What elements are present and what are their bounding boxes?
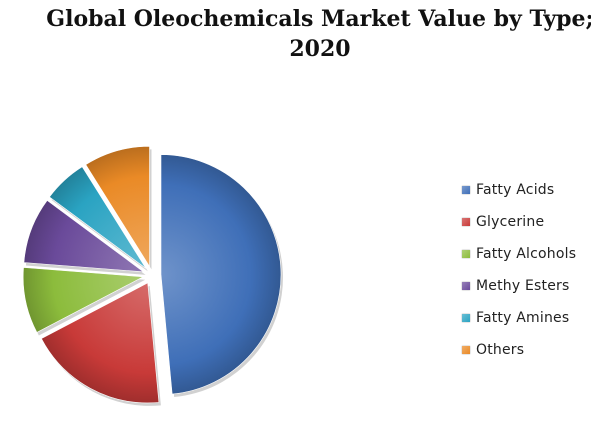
legend-swatch [462, 346, 470, 354]
legend-label: Fatty Amines [476, 310, 570, 326]
legend-label: Fatty Alcohols [476, 246, 577, 262]
legend-item: Glycerine [462, 206, 576, 238]
chart-title: Global Oleochemicals Market Value by Typ… [46, 6, 591, 62]
legend-swatch [462, 314, 470, 322]
legend-item: Fatty Amines [462, 302, 576, 334]
legend-item: Fatty Alcohols [462, 238, 576, 270]
pie-slice-glycerine [40, 282, 160, 404]
legend: Fatty Acids Glycerine Fatty Alcohols Methy … [462, 174, 576, 366]
legend-item: Fatty Acids [462, 174, 576, 206]
legend-item: Others [462, 334, 576, 366]
legend-swatch [462, 186, 470, 194]
legend-label: Others [476, 342, 525, 358]
legend-swatch [462, 250, 470, 258]
legend-label: Methy Esters [476, 278, 570, 294]
legend-swatch [462, 282, 470, 290]
pie-slice-fatty-amines [49, 166, 147, 269]
pie-slice-fatty-acids [160, 154, 282, 395]
pie-slice-others [85, 146, 150, 268]
legend-item: Methy Esters [462, 270, 576, 302]
legend-swatch [462, 218, 470, 226]
pie-slice-fatty-alcohols [22, 267, 145, 333]
pie-slice-methy-esters [23, 199, 145, 273]
legend-label: Fatty Acids [476, 182, 555, 198]
legend-label: Glycerine [476, 214, 545, 230]
